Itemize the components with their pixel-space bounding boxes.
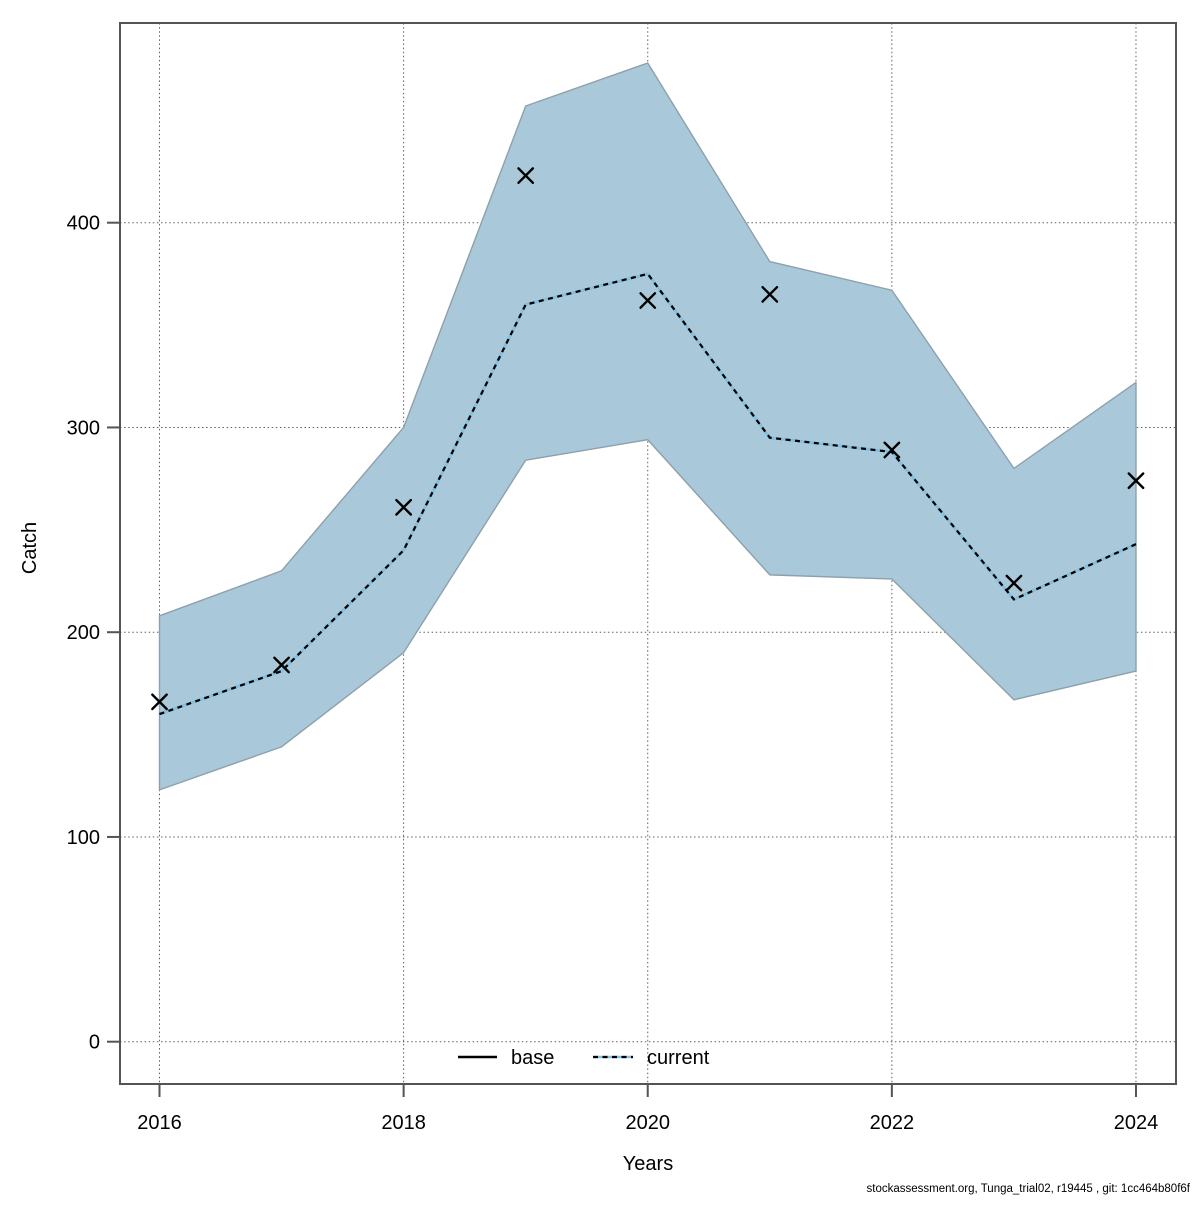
x-axis-label: Years — [623, 1153, 673, 1175]
y-axis-tick-label: 0 — [89, 1032, 100, 1054]
y-axis-label: Catch — [19, 522, 41, 574]
x-axis-tick-label: 2022 — [870, 1112, 915, 1134]
observation-markers-layer — [151, 167, 1145, 711]
x-marker-stroke — [395, 498, 413, 516]
y-axis-tick-label: 200 — [67, 622, 100, 644]
x-axis-tick-label: 2018 — [381, 1112, 426, 1134]
legend-label-current: current — [647, 1047, 710, 1069]
axes-layer: 2016 2018 2020 2022 2024 0 100 200 300 400 — [67, 213, 1159, 1134]
x-axis-tick-label: 2020 — [625, 1112, 670, 1134]
observation-marker — [517, 167, 535, 185]
legend-label-base: base — [511, 1047, 554, 1069]
observation-marker — [639, 292, 657, 309]
observation-marker — [151, 693, 168, 711]
confidence-band-layer — [158, 62, 1137, 791]
x-marker-stroke — [517, 167, 535, 185]
fit-lines-layer — [159, 272, 1137, 716]
observation-marker — [761, 285, 779, 303]
legend: base current — [458, 1047, 710, 1069]
x-marker-stroke — [639, 292, 657, 309]
x-marker-stroke — [761, 285, 779, 303]
x-marker-stroke — [883, 441, 901, 459]
x-axis-tick-label: 2016 — [137, 1112, 182, 1134]
x-marker-stroke — [1005, 574, 1023, 592]
y-axis-tick-label: 100 — [67, 827, 100, 849]
confidence-band — [158, 62, 1137, 791]
observation-marker — [1127, 472, 1145, 490]
x-marker-stroke — [151, 693, 168, 711]
current-line-underlay — [159, 272, 1137, 716]
y-axis-tick-label: 400 — [67, 213, 100, 235]
x-marker-stroke — [1127, 472, 1145, 490]
plot-border — [119, 22, 1177, 1085]
observation-marker — [395, 498, 413, 516]
observation-marker — [273, 656, 290, 674]
footer-attribution: stockassessment.org, Tunga_trial02, r194… — [867, 1183, 1191, 1195]
x-axis-tick-label: 2024 — [1114, 1112, 1159, 1134]
observation-marker — [883, 441, 901, 459]
observation-marker — [1005, 574, 1023, 592]
y-axis-tick-label: 300 — [67, 417, 100, 439]
x-marker-stroke — [273, 656, 290, 674]
